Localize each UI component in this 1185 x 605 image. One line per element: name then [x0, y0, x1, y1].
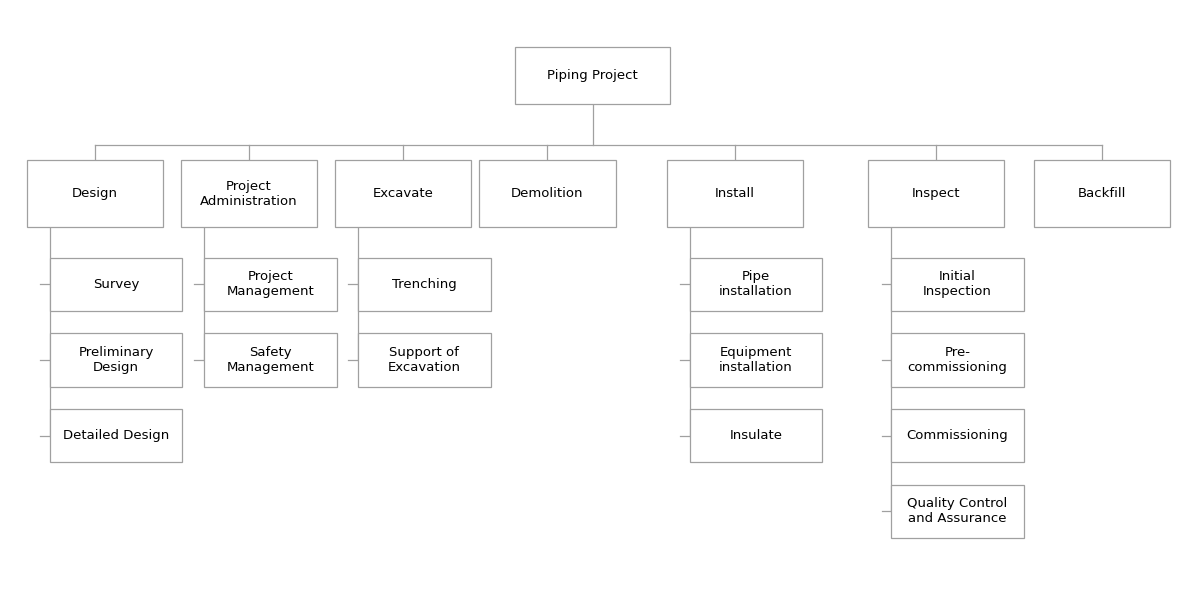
FancyBboxPatch shape — [690, 258, 822, 311]
FancyBboxPatch shape — [867, 160, 1005, 227]
FancyBboxPatch shape — [690, 333, 822, 387]
FancyBboxPatch shape — [891, 409, 1024, 462]
FancyBboxPatch shape — [515, 47, 670, 104]
Text: Inspect: Inspect — [912, 187, 960, 200]
Text: Quality Control
and Assurance: Quality Control and Assurance — [908, 497, 1007, 525]
Text: Pre-
commissioning: Pre- commissioning — [908, 346, 1007, 374]
FancyBboxPatch shape — [891, 258, 1024, 311]
Text: Demolition: Demolition — [511, 187, 584, 200]
FancyBboxPatch shape — [690, 409, 822, 462]
Text: Design: Design — [72, 187, 117, 200]
Text: Preliminary
Design: Preliminary Design — [78, 346, 154, 374]
Text: Detailed Design: Detailed Design — [63, 429, 169, 442]
Text: Survey: Survey — [92, 278, 140, 291]
Text: Safety
Management: Safety Management — [226, 346, 314, 374]
Text: Project
Management: Project Management — [226, 270, 314, 298]
Text: Project
Administration: Project Administration — [200, 180, 297, 208]
FancyBboxPatch shape — [358, 258, 491, 311]
Text: Support of
Excavation: Support of Excavation — [387, 346, 461, 374]
FancyBboxPatch shape — [358, 333, 491, 387]
Text: Piping Project: Piping Project — [547, 69, 638, 82]
Text: Commissioning: Commissioning — [907, 429, 1008, 442]
FancyBboxPatch shape — [891, 333, 1024, 387]
FancyBboxPatch shape — [1035, 160, 1171, 227]
FancyBboxPatch shape — [50, 333, 182, 387]
Text: Trenching: Trenching — [392, 278, 456, 291]
Text: Install: Install — [715, 187, 755, 200]
FancyBboxPatch shape — [50, 258, 182, 311]
Text: Excavate: Excavate — [372, 187, 434, 200]
FancyBboxPatch shape — [479, 160, 616, 227]
FancyBboxPatch shape — [335, 160, 472, 227]
FancyBboxPatch shape — [50, 409, 182, 462]
FancyBboxPatch shape — [666, 160, 803, 227]
FancyBboxPatch shape — [180, 160, 318, 227]
Text: Pipe
installation: Pipe installation — [719, 270, 793, 298]
FancyBboxPatch shape — [204, 333, 337, 387]
FancyBboxPatch shape — [204, 258, 337, 311]
Text: Backfill: Backfill — [1078, 187, 1126, 200]
FancyBboxPatch shape — [26, 160, 164, 227]
Text: Initial
Inspection: Initial Inspection — [923, 270, 992, 298]
FancyBboxPatch shape — [891, 485, 1024, 538]
Text: Insulate: Insulate — [730, 429, 782, 442]
Text: Equipment
installation: Equipment installation — [719, 346, 793, 374]
